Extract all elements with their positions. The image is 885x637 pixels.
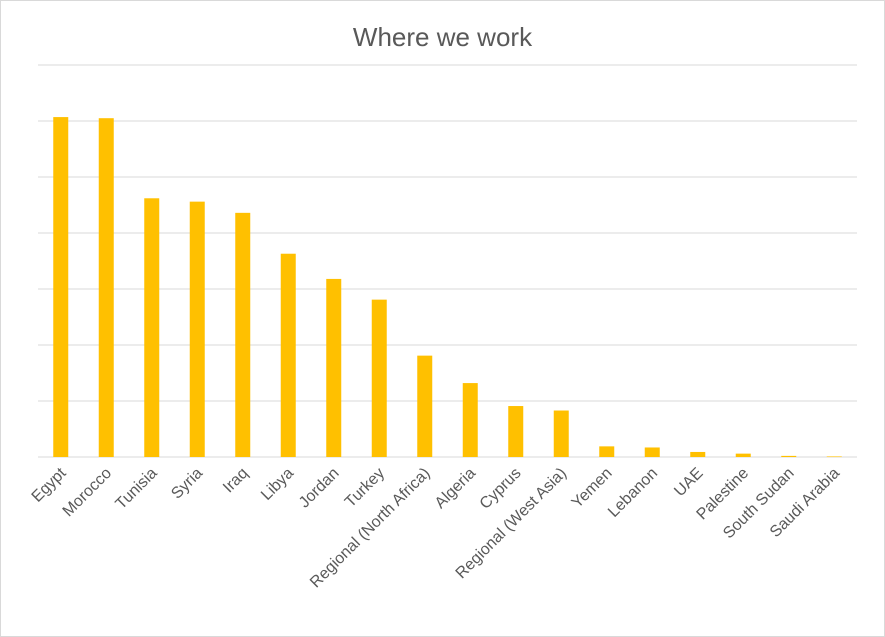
chart-title: Where we work [352,22,533,52]
x-tick-label: Egypt [29,464,70,505]
bar [462,383,478,457]
bar [826,456,842,458]
gridlines [38,64,857,458]
bar [144,198,160,457]
x-tick-label: Lebanon [605,465,661,521]
bar [553,410,569,457]
bar [508,406,524,457]
x-tick-label: Iraq [220,465,252,497]
x-tick-label: Syria [168,465,206,503]
x-tick-label: Libya [258,465,297,504]
bar [417,355,433,457]
x-tick-label: UAE [671,465,706,500]
bars [53,117,842,458]
bar [690,451,706,457]
bar [280,253,296,457]
x-tick-label: Morocco [60,465,115,520]
x-tick-label: Tunisia [113,465,161,513]
bar [644,447,660,457]
bar [371,299,387,457]
bar [326,278,342,457]
x-tick-label: Algeria [432,465,479,512]
bar [189,201,205,457]
bar [53,117,69,457]
bar [781,455,797,457]
bar [98,118,114,457]
bar [735,453,751,457]
bar [599,446,615,457]
x-tick-label: Jordan [296,465,343,512]
bar [235,212,251,457]
